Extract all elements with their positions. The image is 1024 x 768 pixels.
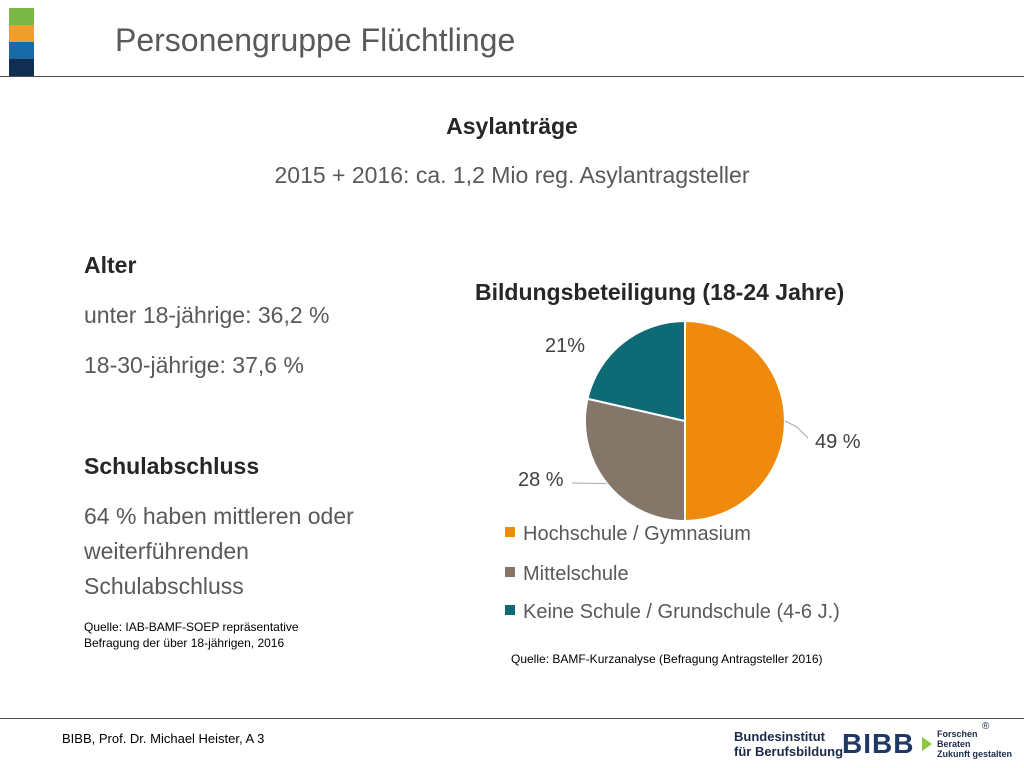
legend-label-keine-schule: Keine Schule / Grundschule (4-6 J.) xyxy=(523,601,840,623)
chart-source: Quelle: BAMF-Kurzanalyse (Befragung Antr… xyxy=(511,652,823,666)
footer-divider xyxy=(0,718,1024,719)
legend-swatch-mittelschule xyxy=(505,566,515,577)
pie-slice-hochschule xyxy=(684,319,786,520)
schul-line-1: 64 % haben mittleren oder xyxy=(84,503,354,529)
left-source-line-2: Befragung der über 18-jährigen, 2016 xyxy=(84,636,285,650)
color-bar-blue xyxy=(9,42,34,59)
alter-line-1: unter 18-jährige: 36,2 % xyxy=(84,302,330,328)
legend-label-hochschule: Hochschule / Gymnasium xyxy=(523,523,751,545)
data-label-mittelschule: 28 % xyxy=(518,469,564,491)
legend-item-mittelschule: Mittelschule xyxy=(505,563,629,586)
legend-label-mittelschule: Mittelschule xyxy=(523,563,629,585)
asyl-text: 2015 + 2016: ca. 1,2 Mio reg. Asylantrag… xyxy=(274,162,750,188)
chart-title: Bildungsbeteiligung (18-24 Jahre) xyxy=(475,279,845,305)
asyl-heading: Asylanträge xyxy=(446,113,578,139)
header-divider xyxy=(0,76,1024,77)
color-bar-orange xyxy=(9,25,34,42)
color-bar-navy xyxy=(9,59,34,76)
logo-tag-1: Forschen xyxy=(937,729,978,739)
schul-heading: Schulabschluss xyxy=(84,453,260,479)
leader-line-hochschule xyxy=(784,420,809,439)
alter-line-2: 18-30-jährige: 37,6 % xyxy=(84,352,304,378)
pie-chart: 49 % 28 % 21% xyxy=(518,319,861,520)
alter-heading: Alter xyxy=(84,252,137,278)
data-label-keine-schule: 21% xyxy=(545,335,585,357)
legend-swatch-hochschule xyxy=(505,526,515,537)
logo-tagline: Forschen Beraten Zukunft gestalten xyxy=(937,729,1012,759)
left-source: Quelle: IAB-BAMF-SOEP repräsentative Bef… xyxy=(84,619,299,651)
left-source-line-1: Quelle: IAB-BAMF-SOEP repräsentative xyxy=(84,620,299,634)
legend-item-keine-schule: Keine Schule / Grundschule (4-6 J.) xyxy=(505,601,840,624)
legend-swatch-keine-schule xyxy=(505,604,515,615)
logo-mark: BIBB xyxy=(842,728,915,759)
pie-slice-keine-schule xyxy=(586,319,686,423)
color-bar-green xyxy=(9,8,34,25)
logo-arrow-icon xyxy=(922,737,932,751)
bibb-logo: Bundesinstitut für Berufsbildung BIBB Fo… xyxy=(734,721,1019,763)
footer-text: BIBB, Prof. Dr. Michael Heister, A 3 xyxy=(62,731,265,746)
slide-title: Personengruppe Flüchtlinge xyxy=(115,22,516,58)
logo-tag-2: Beraten xyxy=(937,739,971,749)
data-label-hochschule: 49 % xyxy=(815,431,861,453)
logo-org-line-2: für Berufsbildung xyxy=(734,744,844,759)
legend-item-hochschule: Hochschule / Gymnasium xyxy=(505,523,751,546)
brand-color-bar xyxy=(9,8,34,76)
logo-org-name: Bundesinstitut für Berufsbildung xyxy=(734,729,843,759)
logo-org-line-1: Bundesinstitut xyxy=(734,729,825,744)
schul-line-2: weiterführenden xyxy=(84,538,249,564)
logo-registered-mark: ® xyxy=(982,721,990,732)
logo-tag-3: Zukunft gestalten xyxy=(937,749,1013,759)
schul-line-3: Schulabschluss xyxy=(84,573,244,599)
